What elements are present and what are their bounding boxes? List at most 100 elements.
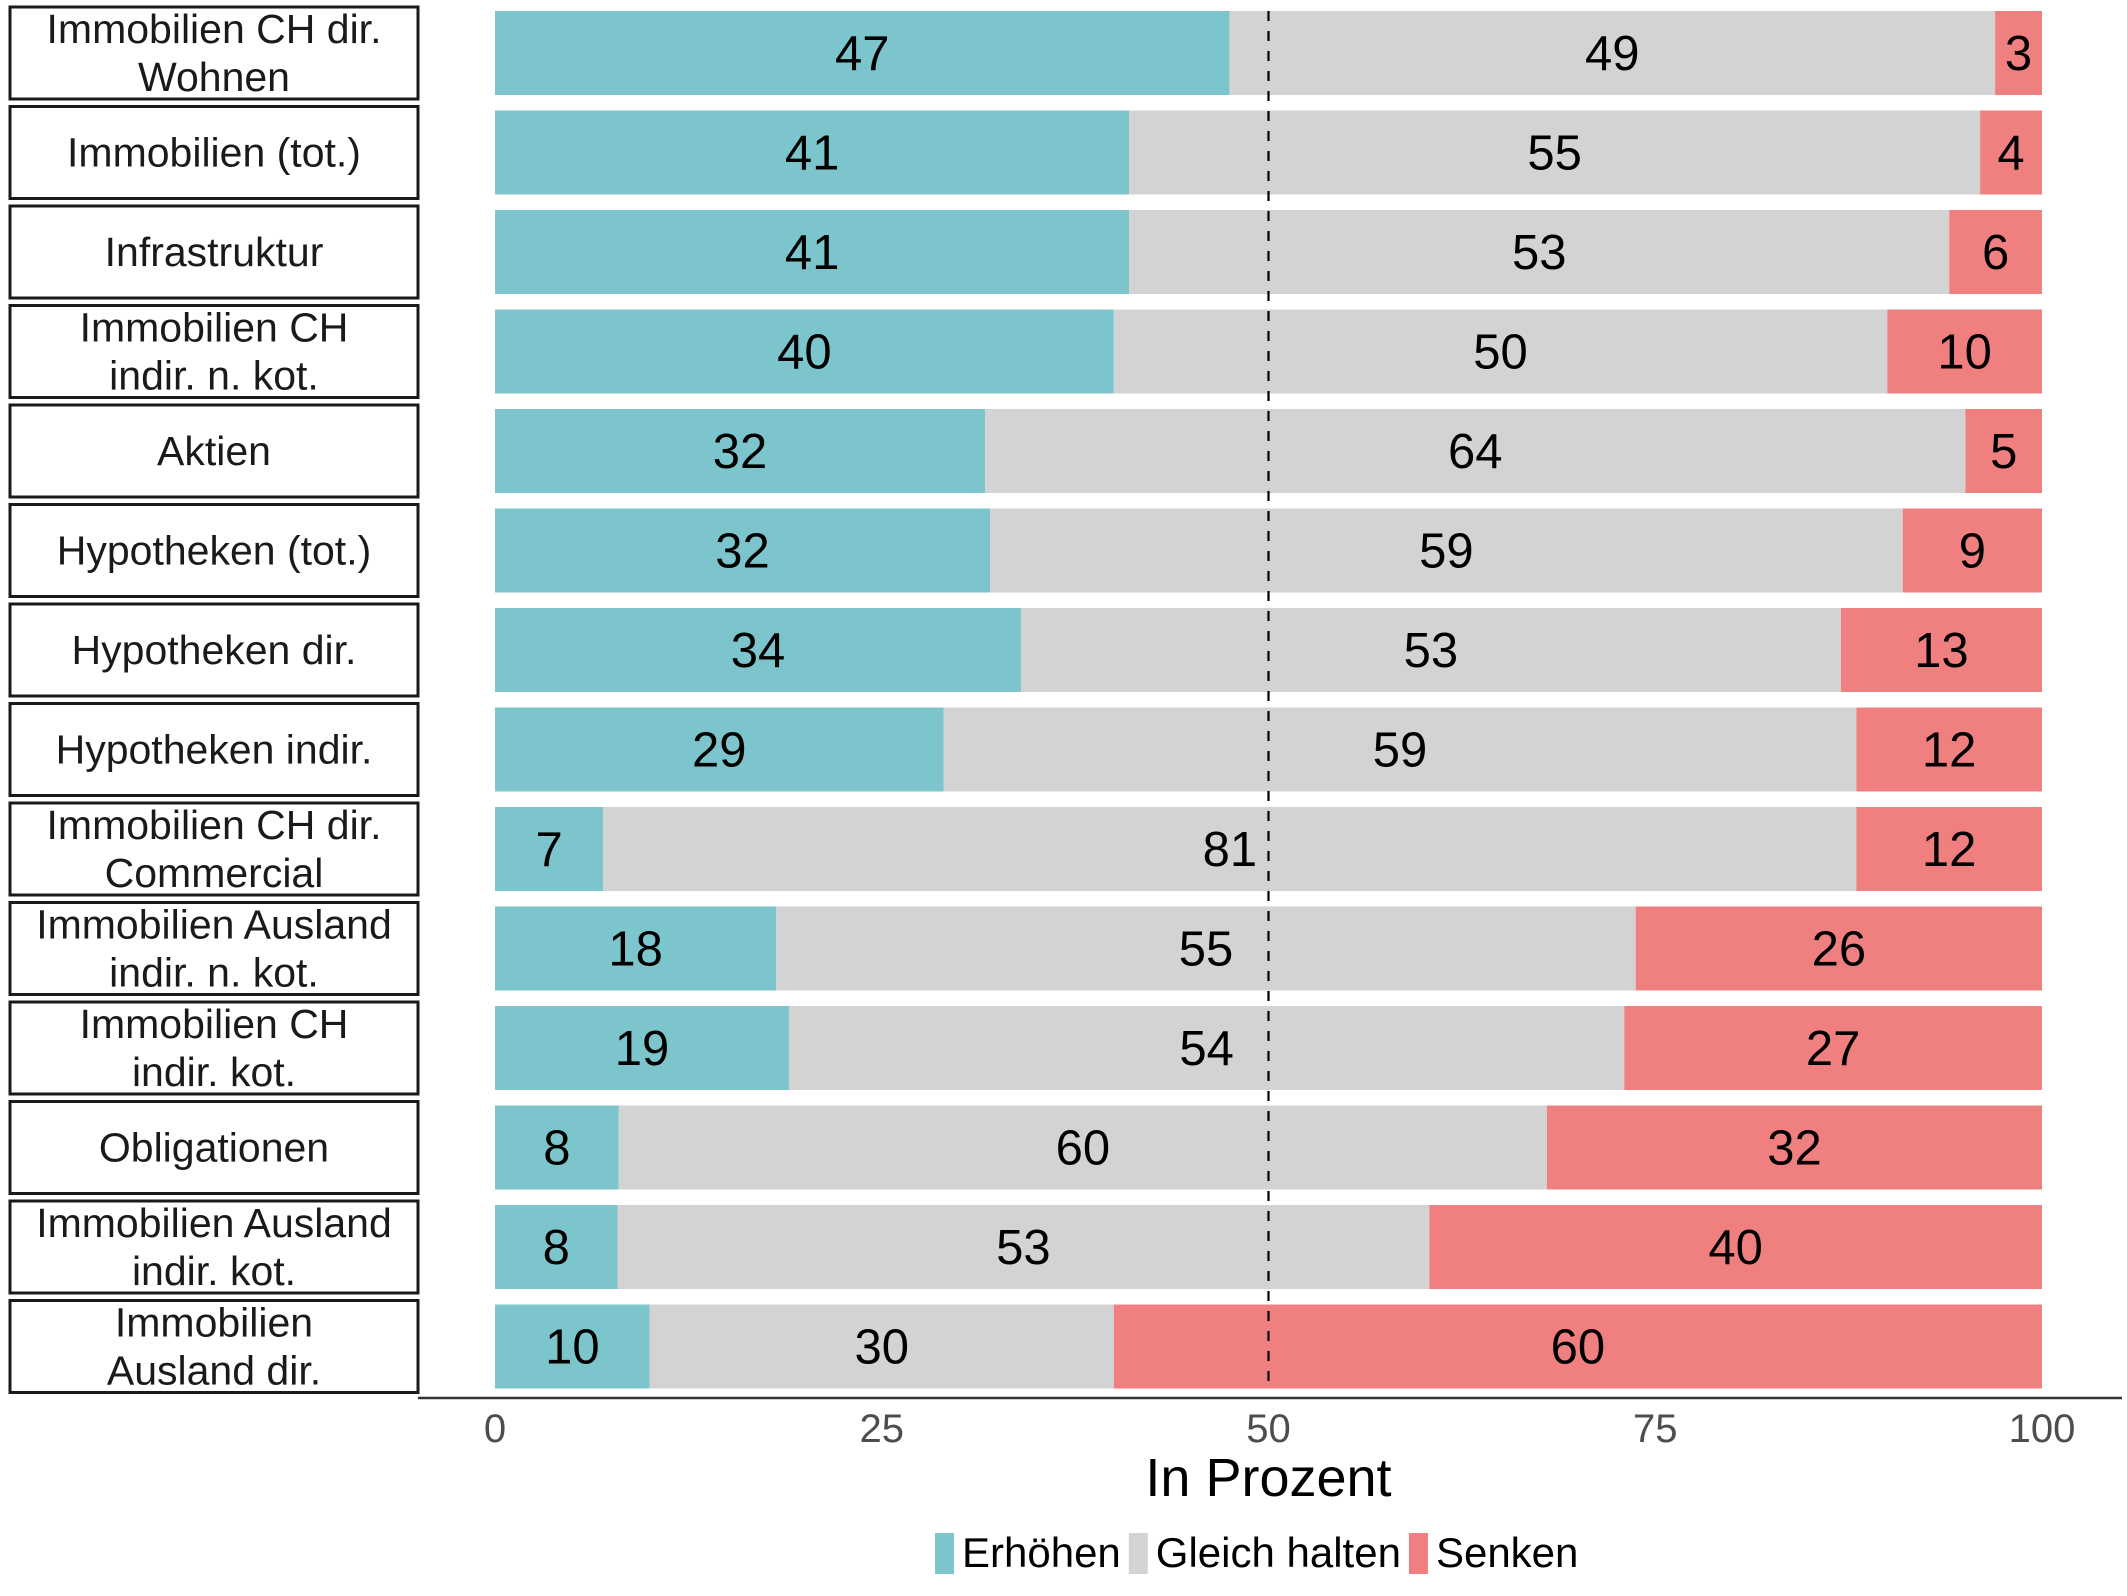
bar-segment-erh-hen: [495, 1006, 789, 1090]
bar-value-label: 64: [1448, 425, 1503, 479]
bar-segment-gleich-halten: [788, 1006, 1625, 1090]
legend: Erhöhen Gleich halten Senken: [935, 1529, 1578, 1576]
row-label-box: [8, 5, 420, 101]
bar-segment-erh-hen: [495, 608, 1021, 692]
bar-segment-gleich-halten: [649, 1304, 1114, 1389]
bar-value-label: 12: [1922, 823, 1977, 877]
bar-segment-senken: [1965, 409, 2042, 493]
row-label-line: Immobilien: [115, 1300, 313, 1346]
row-label-line: Immobilien Ausland: [36, 1200, 392, 1246]
bar-value-label: 34: [731, 624, 786, 678]
row-label-line: Immobilien Ausland: [36, 902, 392, 948]
row-label-box: [8, 105, 420, 200]
bar-value-label: 32: [713, 425, 768, 479]
bar-value-label: 41: [785, 226, 840, 280]
bar-value-label: 53: [996, 1221, 1051, 1275]
bar-segment-erh-hen: [495, 508, 991, 593]
bar-segment-erh-hen: [495, 906, 777, 991]
bar-segment-erh-hen: [495, 210, 1130, 294]
row-label-line: indir. n. kot.: [109, 950, 319, 996]
bar-value-label: 41: [785, 127, 840, 181]
bar-value-label: 10: [545, 1321, 600, 1375]
bar-value-label: 27: [1806, 1022, 1861, 1076]
legend-label: Gleich halten: [1156, 1529, 1401, 1576]
row-label: Infrastruktur: [105, 229, 324, 275]
row-labels: Immobilien CH dir. Wohnen Immobilien (tot.…: [8, 5, 420, 1394]
legend-label: Erhöhen: [962, 1529, 1121, 1576]
bar-value-label: 59: [1419, 525, 1474, 579]
x-tick-label: 25: [860, 1407, 905, 1451]
row-label: Immobilien Ausland indir. n. kot.: [36, 902, 392, 996]
bar-segment-erh-hen: [495, 807, 604, 891]
bar-segment-gleich-halten: [1229, 11, 1996, 95]
bar-value-label: 13: [1914, 624, 1969, 678]
bar-value-label: 81: [1203, 823, 1258, 877]
legend-swatch: [1408, 1533, 1428, 1574]
bar-value-label: 47: [835, 27, 890, 81]
bar-value-label: 50: [1473, 326, 1528, 380]
bar-segment-erh-hen: [495, 707, 944, 792]
bar-segment-senken: [1840, 608, 2042, 692]
bar-value-label: 12: [1922, 724, 1977, 778]
row-label: Immobilien (tot.): [67, 130, 361, 176]
row-label-box: [8, 204, 420, 300]
bar-value-label: 30: [854, 1321, 909, 1375]
bar-value-label: 60: [1551, 1321, 1606, 1375]
legend-swatch: [935, 1533, 954, 1574]
bar-segment-gleich-halten: [603, 807, 1857, 891]
bar-segment-gleich-halten: [1020, 608, 1841, 692]
bar-segment-gleich-halten: [990, 508, 1903, 593]
bar-value-label: 10: [1937, 326, 1992, 380]
row-label-box: [8, 702, 420, 797]
bar-segment-senken: [1980, 110, 2042, 195]
bar-segment-gleich-halten: [1129, 210, 1950, 294]
bar-segment-senken: [1635, 906, 2042, 991]
row-label-line: Wohnen: [138, 54, 290, 100]
bar-value-label: 32: [1767, 1122, 1822, 1176]
bar-segment-gleich-halten: [617, 1205, 1430, 1289]
bar-segment-senken: [1995, 11, 2042, 95]
bar-value-label: 53: [1404, 624, 1459, 678]
x-axis-ticks: 0 25 50 75 100: [484, 1407, 2076, 1451]
x-tick-label: 0: [484, 1407, 506, 1451]
x-axis-title: In Prozent: [1145, 1448, 1391, 1508]
row-label-box: [8, 602, 420, 698]
row-label-line: indir. kot.: [132, 1049, 296, 1095]
bar-value-label: 59: [1373, 724, 1428, 778]
bar-value-label: 8: [543, 1221, 570, 1275]
row-label: Immobilien CH dir. Wohnen: [47, 6, 382, 100]
row-label-line: Immobilien CH: [80, 1001, 349, 1047]
row-label-box: [8, 1199, 420, 1295]
bar-value-label: 26: [1812, 923, 1867, 977]
row-label: Immobilien CH dir. Commercial: [47, 802, 382, 896]
bar-segment-erh-hen: [495, 1105, 619, 1190]
bar-segment-gleich-halten: [618, 1105, 1547, 1190]
bar-segment-gleich-halten: [1113, 309, 1888, 394]
bar-segment-erh-hen: [495, 110, 1130, 195]
bar-value-label: 18: [608, 923, 663, 977]
bar-segment-senken: [1546, 1105, 2042, 1190]
bar-value-label: 55: [1179, 923, 1234, 977]
bar-value-label: 40: [1708, 1221, 1763, 1275]
bar-segment-senken: [1429, 1205, 2042, 1289]
bar-value-label: 49: [1585, 27, 1640, 81]
bar-value-label: 5: [1990, 425, 2017, 479]
bar-value-label: 19: [615, 1022, 670, 1076]
bar-segment-erh-hen: [495, 1304, 650, 1389]
row-label-line: Immobilien CH: [80, 305, 349, 351]
bar-value-label: 6: [1982, 226, 2009, 280]
bar-value-label: 53: [1512, 226, 1567, 280]
x-tick-label: 75: [1633, 1407, 1678, 1451]
bar-segment-erh-hen: [495, 409, 986, 493]
row-label: Hypotheken (tot.): [57, 528, 372, 574]
row-label-line: indir. n. kot.: [109, 353, 319, 399]
row-label-box: [8, 1100, 420, 1195]
bar-value-label: 8: [543, 1122, 570, 1176]
bar-value-label: 40: [777, 326, 832, 380]
bar-segment-senken: [1887, 309, 2042, 394]
row-label-box: [8, 1299, 420, 1394]
bar-segment-senken: [1949, 210, 2042, 294]
bar-value-label: 3: [2005, 27, 2032, 81]
row-label: Hypotheken dir.: [72, 627, 357, 673]
